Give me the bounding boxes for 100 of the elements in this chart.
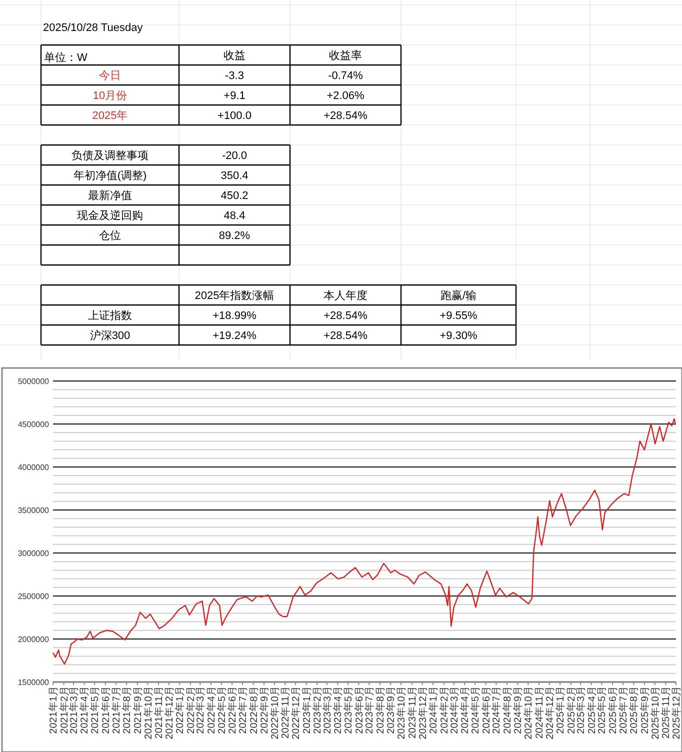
text: 350.4: [220, 170, 248, 182]
x-tick-label: 2021年12月: [163, 686, 176, 740]
text: 单位：W: [44, 51, 88, 64]
category-label: 跑赢/输: [440, 289, 477, 302]
x-tick-label: 2023年8月: [374, 686, 386, 734]
category-label: 收益: [224, 50, 246, 62]
category-label: 今日: [99, 70, 121, 82]
x-tick-label: 2024年6月: [480, 686, 492, 734]
line-series: [52, 418, 676, 665]
category-label: 年初净值(调整): [73, 170, 147, 182]
x-tick-label: 2021年9月: [132, 686, 144, 734]
x-tick-label: 2023年7月: [364, 686, 376, 734]
x-tick-label: 2022年11月: [280, 686, 292, 739]
x-tick-label: 2025年10月: [649, 686, 662, 740]
text: +19.24%: [212, 330, 256, 342]
x-tick-label: 2025年5月: [596, 686, 608, 734]
y-tick-label: 1500000: [18, 678, 50, 687]
x-tick-label: 2024年4月: [459, 686, 472, 734]
x-tick-label: 2021年8月: [121, 686, 134, 734]
x-tick-label: 2021年11月: [153, 686, 166, 739]
x-tick-label: 2022年10月: [268, 686, 281, 740]
x-tick-label: 2022年2月: [184, 686, 197, 734]
category-label: 沪深300: [90, 330, 130, 342]
x-tick-label: 2022年4月: [205, 686, 218, 734]
x-tick-label: 2022年1月: [174, 686, 186, 734]
x-tick-label: 2024年10月: [522, 686, 535, 740]
text: +2.06%: [326, 90, 364, 102]
x-tick-label: 2024年2月: [438, 686, 450, 734]
y-tick-label: 4000000: [18, 463, 50, 472]
text: 89.2%: [218, 230, 250, 242]
x-tick-label: 2025年12月: [670, 686, 682, 740]
x-tick-label: 2023年9月: [385, 686, 398, 734]
y-tick-label: 3000000: [18, 549, 50, 558]
y-tick-label: 3500000: [18, 506, 50, 515]
category-label: 现金及逆回购: [77, 210, 143, 222]
x-tick-label: 2021年6月: [100, 686, 112, 734]
x-tick-label: 2025年8月: [628, 686, 640, 734]
x-tick-label: 2021年10月: [142, 686, 154, 740]
x-tick-label: 2022年6月: [226, 686, 239, 734]
text: +28.54%: [324, 110, 368, 122]
x-tick-label: 2024年5月: [470, 686, 482, 734]
text: 2025/10/28 Tuesday: [43, 22, 144, 34]
x-tick-label: 2022年8月: [248, 686, 260, 734]
x-tick-label: 2024年9月: [512, 686, 524, 734]
x-tick-label: 2025年3月: [575, 686, 588, 734]
text: +28.54%: [324, 330, 368, 342]
x-tick-label: 2021年3月: [68, 686, 80, 734]
y-tick-label: 4500000: [18, 420, 50, 429]
x-tick-label: 2023年12月: [416, 686, 429, 740]
category-label: 2025年: [92, 110, 128, 122]
category-label: 10月份: [92, 90, 128, 102]
category-label: 本人年度: [324, 289, 368, 302]
category-label: 最新净值: [88, 190, 132, 202]
x-tick-label: 2022年12月: [290, 686, 302, 740]
y-tick-label: 2000000: [18, 635, 50, 644]
text: -20.0: [222, 150, 248, 162]
category-label: 仓位: [99, 230, 121, 242]
category-label: 负债及调整事项: [72, 150, 148, 162]
x-tick-label: 2025年7月: [617, 686, 630, 734]
text: -3.3: [225, 70, 244, 82]
x-tick-label: 2022年9月: [258, 686, 271, 734]
x-tick-label: 2023年4月: [332, 686, 344, 734]
x-tick-label: 2021年2月: [58, 686, 70, 734]
x-tick-label: 2021年4月: [78, 686, 91, 734]
text: +9.55%: [440, 310, 478, 322]
x-tick-label: 2022年5月: [216, 686, 228, 734]
x-tick-label: 2025年11月: [660, 686, 672, 739]
x-tick-label: 2025年9月: [638, 686, 651, 734]
x-tick-label: 2023年11月: [406, 686, 418, 739]
text: +9.30%: [440, 330, 478, 342]
x-tick-label: 2024年8月: [501, 686, 514, 734]
category-label: 2025年指数涨幅: [194, 290, 274, 302]
x-tick-label: 2025年2月: [565, 686, 578, 734]
text: 48.4: [224, 210, 246, 222]
text: -0.74%: [328, 70, 363, 82]
x-tick-label: 2022年3月: [194, 686, 207, 734]
x-tick-label: 2024年7月: [490, 686, 503, 734]
x-tick-label: 2023年3月: [321, 686, 334, 734]
x-tick-label: 2025年6月: [606, 686, 619, 734]
category-label: 收益率: [329, 49, 362, 62]
x-tick-label: 2025年1月: [554, 686, 567, 734]
category-label: 上证指数: [88, 310, 132, 322]
x-tick-label: 2021年1月: [48, 686, 60, 734]
x-tick-label: 2023年2月: [312, 686, 324, 734]
text: 450.2: [220, 190, 248, 202]
x-tick-label: 2024年3月: [448, 686, 460, 734]
x-tick-label: 2024年12月: [544, 686, 556, 740]
x-tick-label: 2021年7月: [110, 686, 122, 734]
x-tick-label: 2025年4月: [586, 686, 598, 734]
text: +18.99%: [212, 310, 256, 322]
y-tick-label: 2500000: [18, 592, 50, 601]
x-tick-label: 2023年10月: [396, 686, 408, 740]
x-tick-label: 2024年11月: [533, 686, 546, 739]
text: +9.1: [224, 90, 246, 102]
x-tick-label: 2023年5月: [342, 686, 355, 734]
y-tick-label: 5000000: [18, 377, 50, 386]
text: +28.54%: [324, 310, 368, 322]
x-tick-label: 2021年5月: [89, 686, 102, 734]
x-tick-label: 2023年1月: [300, 686, 313, 734]
x-tick-label: 2023年6月: [353, 686, 366, 734]
